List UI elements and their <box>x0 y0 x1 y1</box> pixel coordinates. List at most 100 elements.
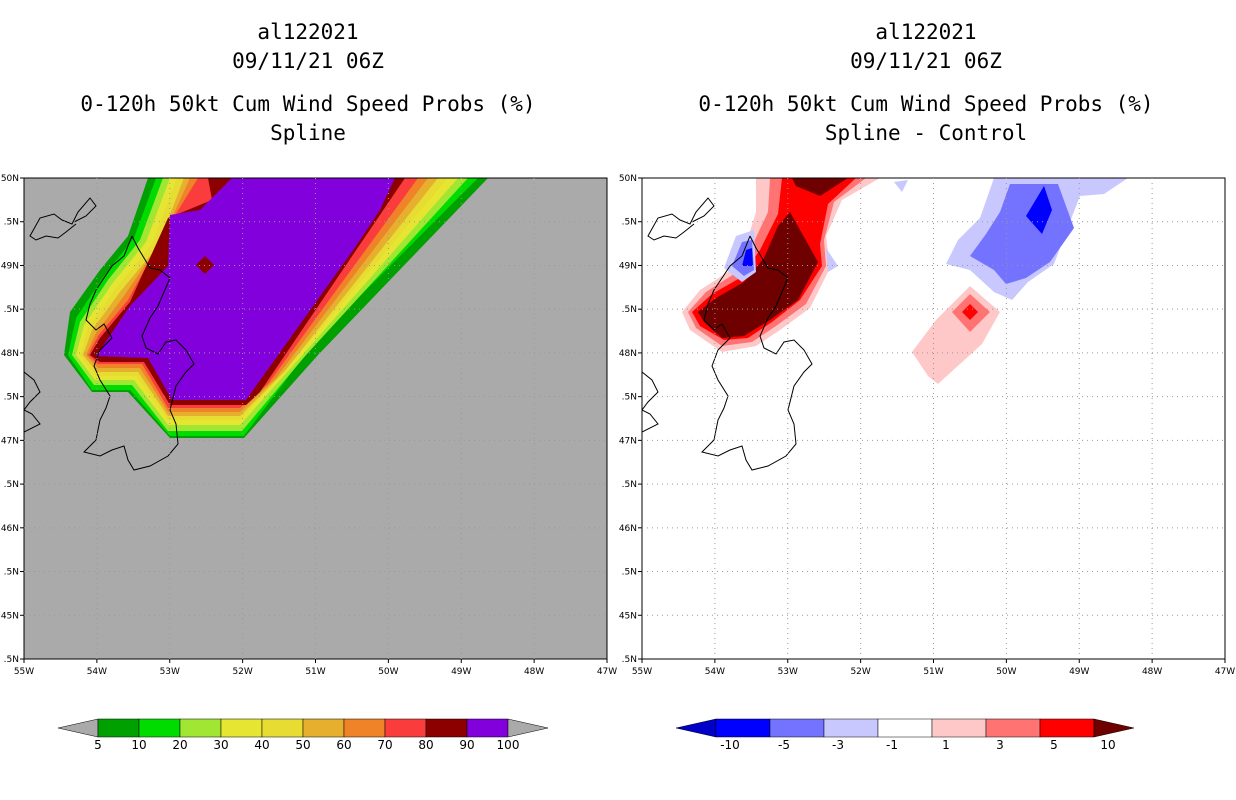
y-tick-label: 48N <box>619 349 637 359</box>
legend-label: 30 <box>213 738 228 752</box>
right-title-date: 09/11/21 06Z <box>850 49 1002 73</box>
legend-swatch <box>769 718 825 738</box>
legend-swatch <box>1039 718 1095 738</box>
y-tick-label: .5N <box>622 218 637 228</box>
legend-label: -10 <box>720 738 740 752</box>
x-tick-label: 47W <box>1215 667 1235 677</box>
x-tick-label: 55W <box>14 667 34 677</box>
y-tick-label: .5N <box>4 305 19 315</box>
swath-90-100 <box>96 178 395 400</box>
right-coastline-west <box>642 371 659 433</box>
right-legend: -10 -5 -3 -1 1 3 5 10 <box>675 718 1135 752</box>
y-tick-label: .5N <box>622 480 637 490</box>
left-title-method: Spline <box>270 121 346 145</box>
y-tick-label: 50N <box>619 174 637 184</box>
x-tick-label: 53W <box>160 667 180 677</box>
legend-arrow-high <box>1093 718 1135 738</box>
diff-neg-small-2 <box>826 248 838 272</box>
legend-label: 100 <box>497 738 520 752</box>
y-tick-label: 50N <box>1 174 19 184</box>
x-tick-label: 55W <box>632 667 652 677</box>
x-tick-label: 52W <box>850 667 870 677</box>
x-tick-label: 48W <box>1142 667 1162 677</box>
y-tick-label: 47N <box>1 436 19 446</box>
left-title-product: 0-120h 50kt Cum Wind Speed Probs (%) <box>80 92 536 116</box>
legend-label: 50 <box>295 738 310 752</box>
diff-pos-spot-5 <box>962 304 978 320</box>
legend-label: 90 <box>459 738 474 752</box>
legend-swatch <box>715 718 771 738</box>
legend-swatch <box>97 718 140 738</box>
legend-label: 5 <box>1050 738 1058 752</box>
x-tick-label: 54W <box>705 667 725 677</box>
legend-swatch <box>466 718 509 738</box>
legend-label: 60 <box>336 738 351 752</box>
legend-arrow-high <box>507 718 549 738</box>
y-tick-label: .5N <box>622 305 637 315</box>
left-title-name: al122021 <box>257 20 359 44</box>
y-tick-label: .5N <box>622 568 637 578</box>
legend-swatch <box>343 718 386 738</box>
right-title-name: al122021 <box>875 20 977 44</box>
y-tick-label: .5N <box>4 393 19 403</box>
legend-label: 20 <box>172 738 187 752</box>
left-coastline-newfoundland <box>83 235 195 471</box>
right-coastline-newfoundland <box>701 235 813 471</box>
right-title-product: 0-120h 50kt Cum Wind Speed Probs (%) <box>698 92 1154 116</box>
legend-label: 1 <box>942 738 950 752</box>
y-tick-label: 47N <box>619 436 637 446</box>
legend-label: 70 <box>377 738 392 752</box>
y-tick-label: .5N <box>4 218 19 228</box>
right-coastline <box>647 197 715 241</box>
legend-label: 10 <box>1100 738 1115 752</box>
x-tick-label: 52W <box>232 667 252 677</box>
legend-label: -5 <box>778 738 790 752</box>
legend-label: 40 <box>254 738 269 752</box>
legend-swatch <box>985 718 1041 738</box>
diff-neg-blob-core <box>742 248 753 266</box>
y-tick-label: 48N <box>1 349 19 359</box>
left-axes: 55W 54W 53W 52W 51W 50W 49W 48W 47W .5N 45N .5N 46N.… <box>1 174 617 677</box>
y-tick-label: .5N <box>4 568 19 578</box>
left-coastline <box>29 197 97 241</box>
legend-swatch <box>261 718 304 738</box>
y-tick-label: 46N <box>619 524 637 534</box>
legend-swatch <box>179 718 222 738</box>
y-tick-label: .5N <box>622 393 637 403</box>
diff-neg-blob-mid <box>732 240 754 276</box>
legend-swatch <box>220 718 263 738</box>
legend-swatch <box>931 718 987 738</box>
y-tick-label: 49N <box>619 261 637 271</box>
legend-arrow-low <box>57 718 99 738</box>
right-title-method: Spline - Control <box>824 121 1028 145</box>
legend-swatch <box>877 718 933 738</box>
x-tick-label: 53W <box>778 667 798 677</box>
x-tick-label: 47W <box>597 667 617 677</box>
legend-swatch <box>823 718 879 738</box>
legend-label: -1 <box>886 738 898 752</box>
left-map-plot <box>24 178 607 659</box>
diff-pos-10 <box>792 178 848 196</box>
left-title-date: 09/11/21 06Z <box>232 49 384 73</box>
right-axes: 55W 54W 53W 52W 51W 50W 49W 48W 47W .5N 45N .5N 46N.… <box>619 174 1235 677</box>
legend-swatch <box>138 718 181 738</box>
y-tick-label: 45N <box>1 611 19 621</box>
y-tick-label: .5N <box>622 655 637 665</box>
legend-swatch <box>302 718 345 738</box>
legend-label: 5 <box>94 738 102 752</box>
legend-label: 80 <box>418 738 433 752</box>
left-legend: 5 10 20 30 40 50 60 70 80 90 100 <box>57 718 549 752</box>
x-tick-label: 49W <box>1069 667 1089 677</box>
x-tick-label: 51W <box>305 667 325 677</box>
legend-label: 10 <box>131 738 146 752</box>
x-tick-label: 51W <box>923 667 943 677</box>
y-tick-label: 49N <box>1 261 19 271</box>
left-coastline-west <box>24 371 41 433</box>
legend-label: -3 <box>832 738 844 752</box>
legend-label: 3 <box>996 738 1004 752</box>
diff-neg-small <box>894 180 908 192</box>
x-tick-label: 50W <box>378 667 398 677</box>
y-tick-label: .5N <box>4 480 19 490</box>
x-tick-label: 50W <box>996 667 1016 677</box>
